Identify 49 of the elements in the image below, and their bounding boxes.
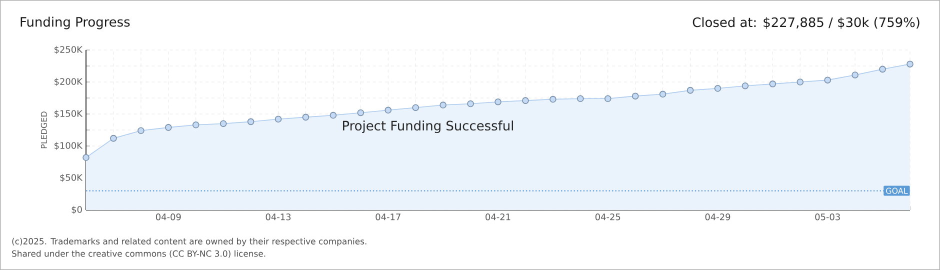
annotation: Project Funding Successful bbox=[342, 120, 513, 134]
point bbox=[742, 82, 749, 90]
point bbox=[824, 76, 831, 84]
text: (c)2025. Trademarks and related content are owned by their respective companies. bbox=[12, 238, 366, 246]
point bbox=[769, 80, 776, 88]
y-tick-label: $200K bbox=[54, 78, 83, 86]
x-tick-label: 04-13 bbox=[266, 214, 291, 220]
point bbox=[302, 114, 310, 121]
point bbox=[714, 85, 722, 92]
point bbox=[440, 102, 446, 108]
point bbox=[384, 106, 392, 114]
point bbox=[165, 124, 172, 131]
point bbox=[796, 78, 804, 86]
point bbox=[274, 116, 282, 123]
point bbox=[577, 95, 584, 102]
x-tick-label: 04-21 bbox=[486, 214, 510, 220]
point bbox=[632, 92, 639, 100]
point bbox=[412, 104, 419, 111]
point bbox=[467, 100, 474, 108]
point bbox=[82, 154, 90, 161]
point bbox=[494, 98, 502, 106]
point bbox=[906, 60, 914, 68]
y-tick-label: $0 bbox=[72, 206, 82, 214]
point bbox=[550, 96, 556, 103]
point bbox=[604, 95, 612, 102]
point bbox=[220, 120, 227, 127]
y-tick-label: $250K bbox=[54, 46, 83, 54]
x-tick-label: 04-09 bbox=[156, 214, 181, 220]
y-tick-label: $150K bbox=[54, 110, 83, 118]
point bbox=[192, 121, 200, 128]
y-tick-label: $50K bbox=[60, 174, 83, 182]
point bbox=[330, 112, 337, 119]
point bbox=[110, 134, 117, 142]
chart-title: Funding Progress bbox=[20, 16, 130, 30]
point bbox=[852, 72, 858, 78]
point bbox=[357, 109, 364, 116]
x-tick-label: 04-29 bbox=[705, 214, 730, 220]
point bbox=[522, 97, 529, 104]
point bbox=[247, 118, 254, 126]
y-tick-label: $100K bbox=[54, 142, 83, 150]
point bbox=[138, 127, 144, 134]
x-tick-label: 04-17 bbox=[376, 214, 400, 220]
chart-subtitle: Closed at: $227,885 / $30k (759%) bbox=[692, 17, 920, 29]
point bbox=[879, 66, 886, 73]
point bbox=[659, 90, 666, 98]
x-tick-label: 05-03 bbox=[815, 214, 840, 220]
x-tick-label: 04-25 bbox=[595, 214, 620, 220]
text: Shared under the creative commons (CC BY-NC 3.0) license. bbox=[12, 250, 266, 258]
point bbox=[686, 86, 694, 94]
